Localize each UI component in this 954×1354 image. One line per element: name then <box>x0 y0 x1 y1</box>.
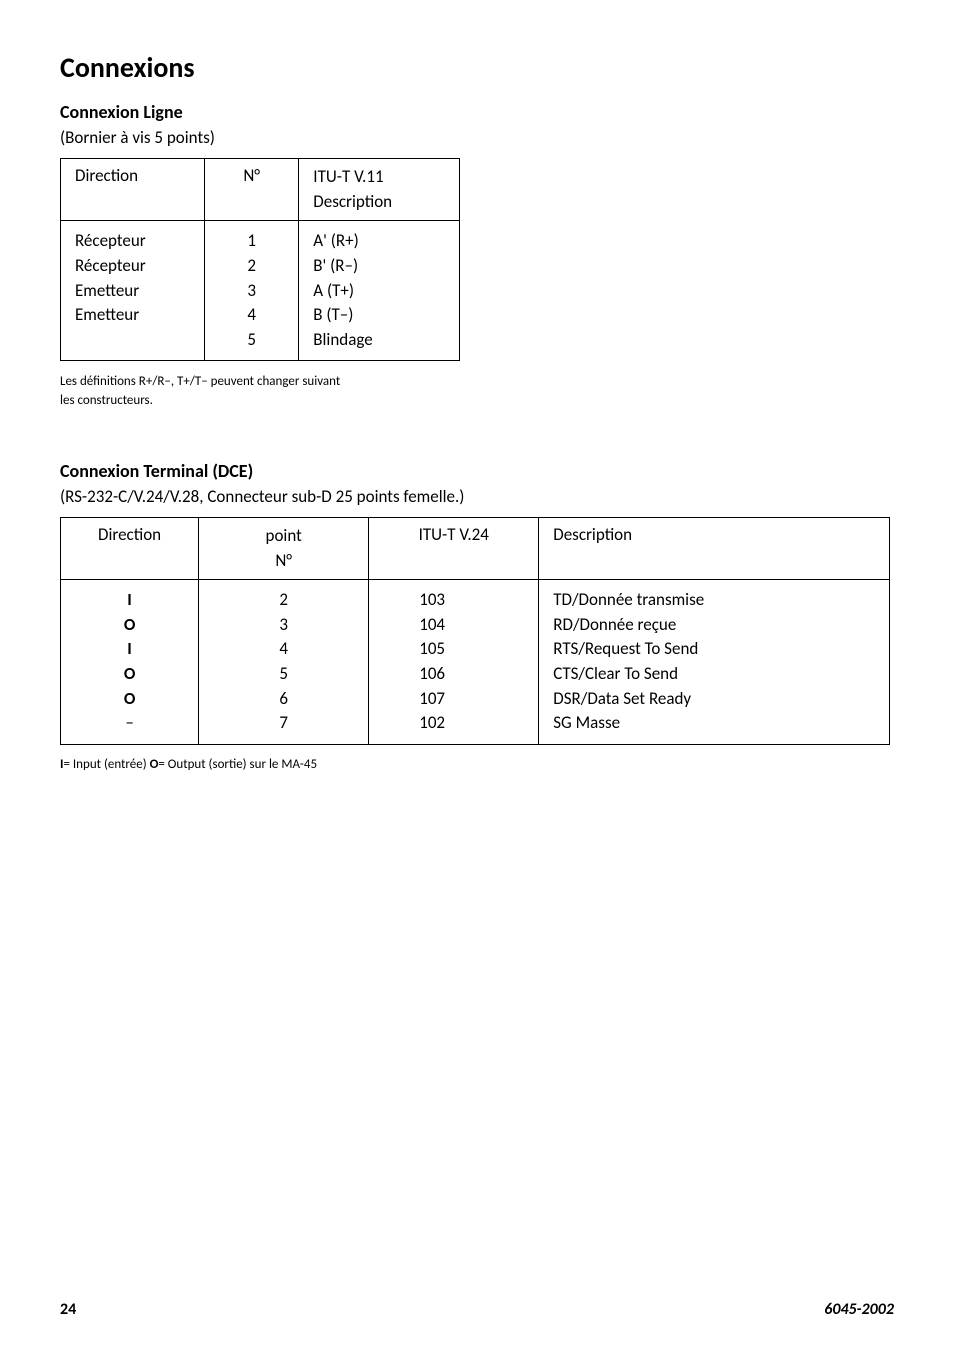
table2-desc-1: RD/Donnée reçue <box>553 613 875 638</box>
table1-header-itu-desc: ITU-T V.11 Description <box>299 159 460 221</box>
table1-n-1: 2 <box>219 254 284 279</box>
table2-point-1: 3 <box>213 613 354 638</box>
doc-id: 6045-2002 <box>824 1300 894 1319</box>
table2-header-point1: point <box>213 524 354 549</box>
table1-desc-0: A' (R+) <box>313 229 445 254</box>
table1-dir-2: Emetteur <box>75 279 190 304</box>
table1-header-row: Direction N° ITU-T V.11 Description <box>61 159 460 221</box>
table2-point-5: 7 <box>213 711 354 736</box>
table1-desc-cell: A' (R+) B' (R–) A (T+) B (T–) Blindage <box>299 221 460 361</box>
table2-point-cell: 2 3 4 5 6 7 <box>199 580 369 745</box>
table2-header-direction: Direction <box>61 517 199 579</box>
table2-itu-2: 105 <box>419 637 524 662</box>
table2-header-desc: Description <box>539 517 890 579</box>
table1-n-0: 1 <box>219 229 284 254</box>
table2-itu-5: 102 <box>419 711 524 736</box>
table1-header-itu: ITU-T V.11 <box>313 165 445 190</box>
section1-subtitle: (Bornier à vis 5 points) <box>60 127 894 148</box>
page-footer: 24 6045-2002 <box>60 1300 894 1319</box>
section1-note-line2: les constructeurs. <box>60 393 153 408</box>
table2-itu-4: 107 <box>419 687 524 712</box>
table1-desc-4: Blindage <box>313 328 445 353</box>
table1-dir-3: Emetteur <box>75 303 190 328</box>
table1-n-4: 5 <box>219 328 284 353</box>
table2-point-4: 6 <box>213 687 354 712</box>
table1-dir-0: Récepteur <box>75 229 190 254</box>
footnote-o-text: = Output (sortie) sur le MA-45 <box>158 757 317 772</box>
table1-desc-2: A (T+) <box>313 279 445 304</box>
table1-n-2: 3 <box>219 279 284 304</box>
table2-point-3: 5 <box>213 662 354 687</box>
page-number: 24 <box>60 1300 76 1319</box>
table2-body-row: I O I O O – 2 3 4 5 6 7 103 104 105 106 … <box>61 580 890 745</box>
table2-itu-0: 103 <box>419 588 524 613</box>
table1-header-n: N° <box>205 159 299 221</box>
connexion-terminal-table: Direction point N° ITU-T V.24 Descriptio… <box>60 517 890 745</box>
table2-direction-cell: I O I O O – <box>61 580 199 745</box>
table2-header-row: Direction point N° ITU-T V.24 Descriptio… <box>61 517 890 579</box>
table1-header-desc: Description <box>313 190 445 215</box>
table2-dir-3: O <box>75 662 184 687</box>
section2-footnote: I= Input (entrée) O= Output (sortie) sur… <box>60 757 894 772</box>
table2-dir-1: O <box>75 613 184 638</box>
table2-dir-4: O <box>75 687 184 712</box>
section1-heading: Connexion Ligne <box>60 101 894 123</box>
table2-header-point: point N° <box>199 517 369 579</box>
table2-header-point2: N° <box>213 549 354 574</box>
table1-desc-1: B' (R–) <box>313 254 445 279</box>
table2-itu-3: 106 <box>419 662 524 687</box>
section2-subtitle: (RS-232-C/V.24/V.28, Connecteur sub-D 25… <box>60 486 894 507</box>
table2-dir-2: I <box>75 637 184 662</box>
table2-desc-cell: TD/Donnée transmise RD/Donnée reçue RTS/… <box>539 580 890 745</box>
section1-note: Les définitions R+/R–, T+/T– peuvent cha… <box>60 373 894 409</box>
section1-note-line1: Les définitions R+/R–, T+/T– peuvent cha… <box>60 374 340 389</box>
table1-body-row: Récepteur Récepteur Emetteur Emetteur 1 … <box>61 221 460 361</box>
table2-header-itu: ITU-T V.24 <box>369 517 539 579</box>
table2-dir-0: I <box>75 588 184 613</box>
connexion-ligne-table: Direction N° ITU-T V.11 Description Réce… <box>60 158 460 361</box>
main-title: Connexions <box>60 50 894 85</box>
table2-dir-5: – <box>75 711 184 736</box>
table1-dir-1: Récepteur <box>75 254 190 279</box>
table2-itu-cell: 103 104 105 106 107 102 <box>369 580 539 745</box>
table2-desc-2: RTS/Request To Send <box>553 637 875 662</box>
table1-header-direction: Direction <box>61 159 205 221</box>
table2-desc-4: DSR/Data Set Ready <box>553 687 875 712</box>
table2-itu-1: 104 <box>419 613 524 638</box>
table1-n-cell: 1 2 3 4 5 <box>205 221 299 361</box>
table1-n-3: 4 <box>219 303 284 328</box>
table2-desc-5: SG Masse <box>553 711 875 736</box>
table1-desc-3: B (T–) <box>313 303 445 328</box>
table2-point-2: 4 <box>213 637 354 662</box>
footnote-i-text: = Input (entrée) <box>63 757 149 772</box>
table2-point-0: 2 <box>213 588 354 613</box>
table1-direction-cell: Récepteur Récepteur Emetteur Emetteur <box>61 221 205 361</box>
table2-desc-0: TD/Donnée transmise <box>553 588 875 613</box>
section2-heading: Connexion Terminal (DCE) <box>60 460 894 482</box>
table2-desc-3: CTS/Clear To Send <box>553 662 875 687</box>
